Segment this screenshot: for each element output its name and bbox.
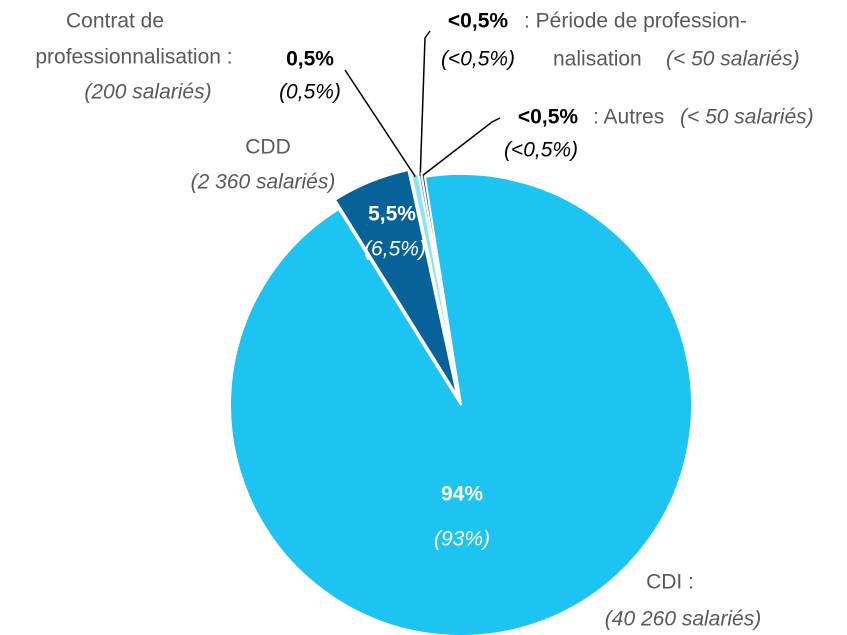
secondary-label: (0,5%) (279, 81, 341, 104)
category-label: : Autres (593, 106, 664, 129)
value-label: 94% (441, 483, 483, 506)
count-label: (2 360 salariés) (191, 171, 336, 194)
leader-line (422, 117, 501, 176)
value-label: <0,5% (448, 10, 508, 33)
count-label: (< 50 salariés) (680, 106, 814, 129)
leader-line (344, 69, 416, 177)
pie-slice (420, 171, 462, 402)
leader-line (419, 30, 431, 176)
count-label: (< 50 salariés) (666, 48, 800, 71)
pie-slice (333, 168, 459, 397)
value-label: 5,5% (368, 203, 416, 226)
category-label: nalisation (553, 48, 642, 71)
secondary-label: (<0,5%) (504, 139, 578, 162)
category-label: : Période de profession- (524, 10, 747, 33)
count-label: (40 260 salariés) (605, 608, 761, 631)
category-label: CDI : (646, 571, 694, 594)
secondary-label: (93%) (434, 528, 490, 551)
value-label: <0,5% (518, 106, 578, 129)
category-label: Contrat de (66, 10, 164, 33)
count-label: (200 salariés) (84, 81, 211, 104)
pie-slice (229, 173, 693, 635)
value-label: 0,5% (286, 48, 334, 71)
secondary-label: (6,5%) (364, 238, 426, 261)
category-label: professionnalisation : (35, 46, 232, 69)
category-label: CDD (245, 136, 291, 159)
secondary-label: (<0,5%) (441, 48, 515, 71)
